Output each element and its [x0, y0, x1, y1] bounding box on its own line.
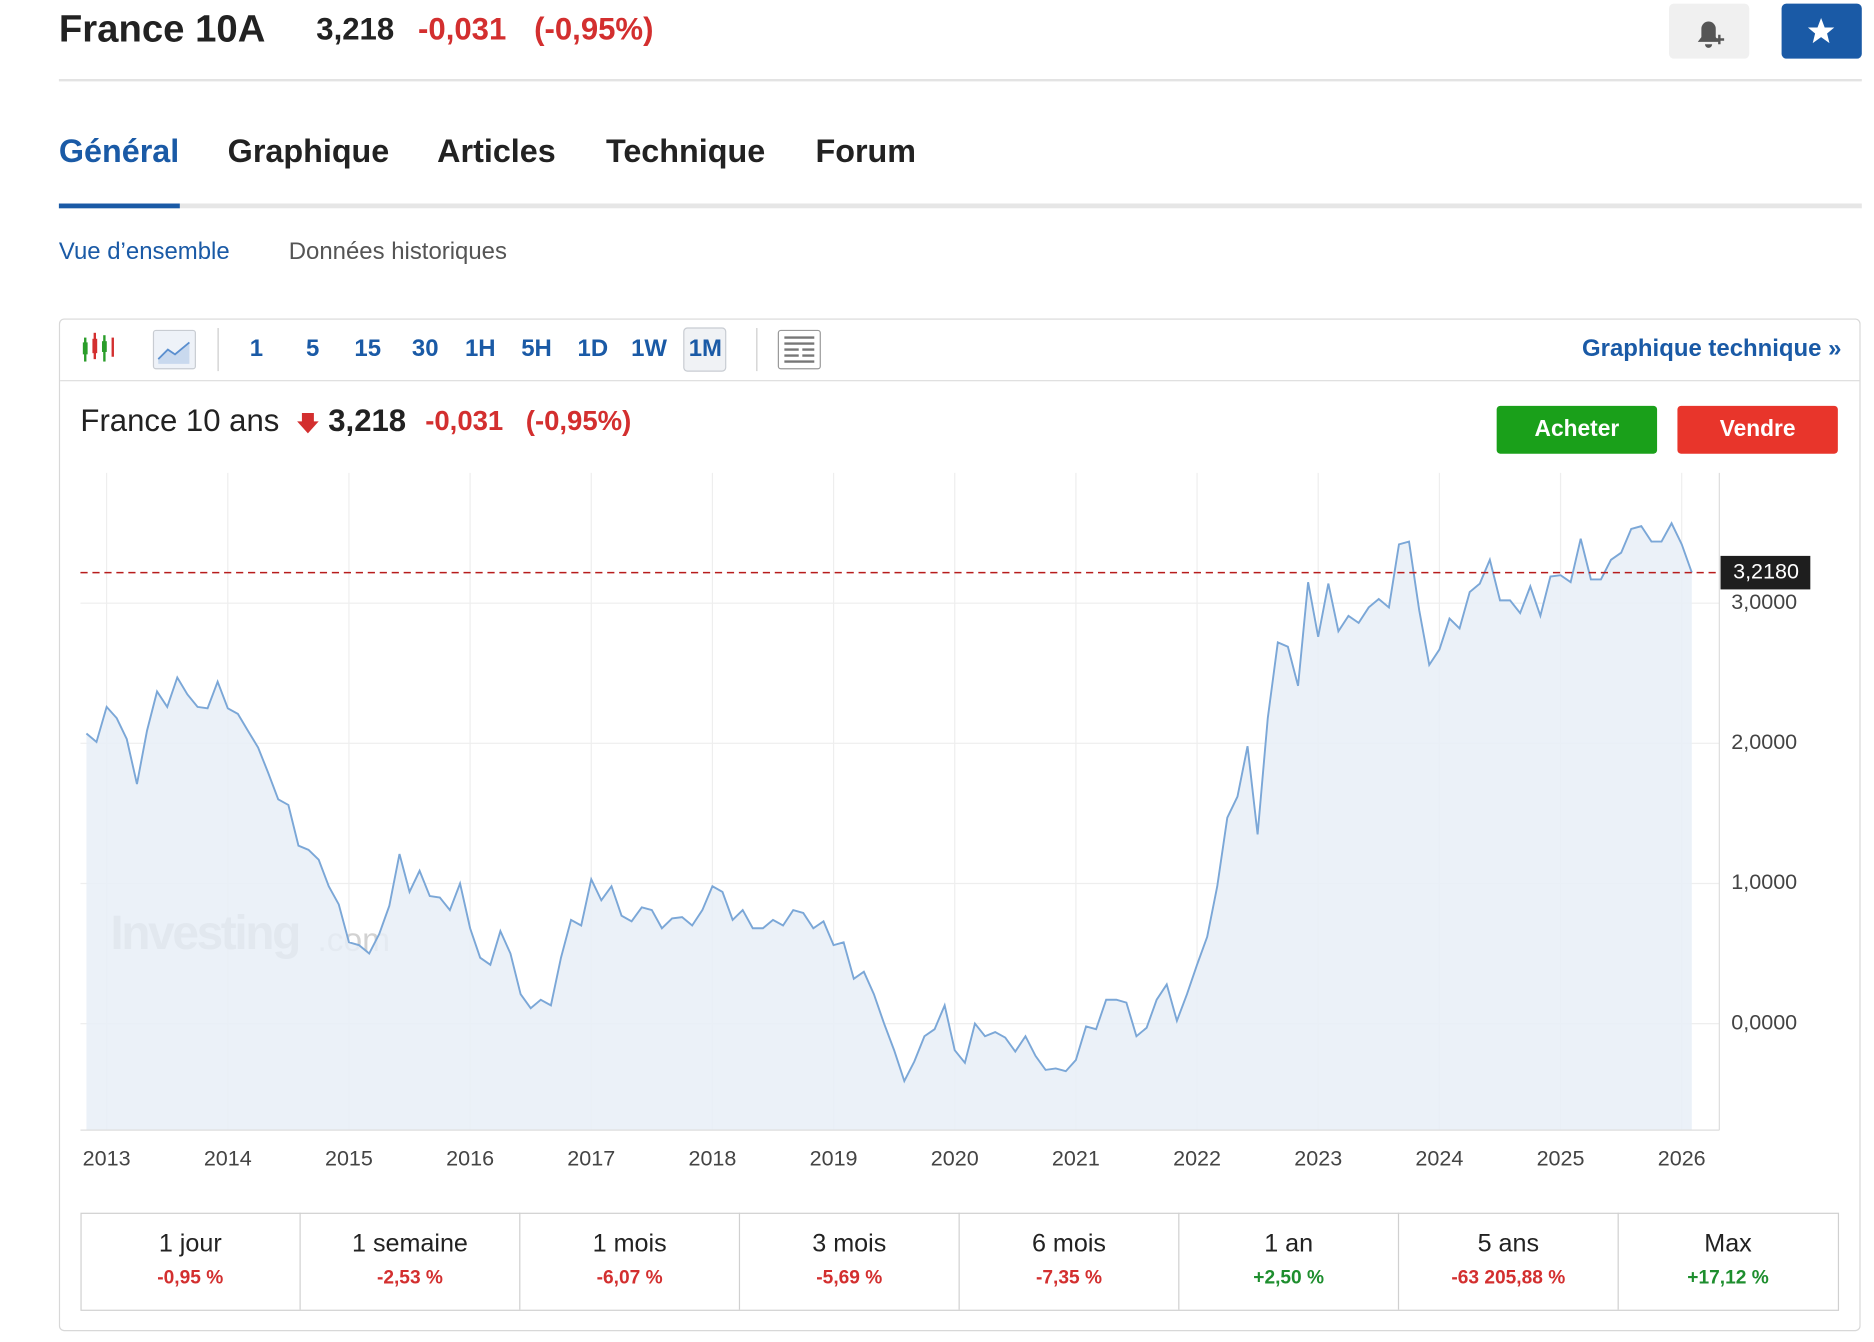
interval[interactable]: 1W: [631, 335, 667, 362]
x-tick-label: 2021: [1052, 1147, 1100, 1171]
perf-period: 3 mois: [812, 1230, 886, 1258]
buy-button[interactable]: Acheter: [1496, 405, 1658, 454]
down-arrow: [297, 413, 319, 434]
perf-period: 1 mois: [593, 1230, 667, 1258]
sell-button[interactable]: Vendre: [1677, 405, 1838, 454]
news-icon-lines: [784, 336, 815, 363]
candle-body: [82, 342, 88, 355]
perf-change: -2,53 %: [377, 1268, 443, 1289]
subtab[interactable]: Vue d’ensemble: [59, 238, 230, 265]
x-tick-label: 2015: [325, 1147, 373, 1171]
perf-change: -7,35 %: [1036, 1268, 1102, 1289]
x-tick-label: 2023: [1294, 1147, 1342, 1171]
interval[interactable]: 5: [306, 335, 319, 362]
x-tick-label: 2013: [83, 1147, 131, 1171]
perf-period: 5 ans: [1478, 1230, 1539, 1258]
tab[interactable]: Graphique: [228, 133, 390, 169]
sell-label: Vendre: [1720, 415, 1796, 441]
quote-price: 3,218: [328, 403, 406, 438]
quote-name: France 10 ans: [80, 403, 279, 438]
reference-label-bg: [1720, 555, 1811, 590]
area-icon-line: [157, 341, 190, 360]
line: [85, 521, 1693, 1084]
tab-underline: [58, 203, 180, 209]
area-icon[interactable]: [152, 329, 196, 370]
perf-period: 1 jour: [159, 1230, 222, 1258]
y-tick-label: 2,0000: [1731, 730, 1797, 754]
star-icon: [1807, 17, 1835, 44]
tab-track: [58, 203, 1862, 209]
x-tick-label: 2017: [567, 1147, 615, 1171]
sell-bg: [1677, 405, 1838, 454]
perf-period: 1 semaine: [352, 1230, 468, 1258]
candle-body: [101, 341, 107, 352]
change-pct: (-0,95%): [534, 11, 653, 46]
perf-period: Max: [1704, 1230, 1752, 1258]
buy-bg: [1496, 405, 1658, 454]
interval[interactable]: 1D: [578, 335, 609, 362]
y-tick-label: 1,0000: [1731, 870, 1797, 894]
instrument-name: France 10A: [59, 7, 265, 50]
perf-change: +2,50 %: [1253, 1268, 1324, 1289]
interval[interactable]: 30: [412, 335, 439, 362]
news-icon[interactable]: [777, 329, 821, 370]
technical-link[interactable]: Graphique technique »: [1582, 335, 1841, 362]
x-tick-label: 2020: [931, 1147, 979, 1171]
y-tick-label: 0,0000: [1731, 1010, 1797, 1034]
perf-change: -5,69 %: [816, 1268, 882, 1289]
change: -0,031: [418, 11, 506, 46]
buy-label: Acheter: [1535, 415, 1620, 441]
x-tick-label: 2019: [810, 1147, 858, 1171]
quote-change: -0,031: [425, 405, 503, 436]
reference-label: 3,2180: [1733, 559, 1799, 583]
plus-icon: [1714, 34, 1725, 45]
candle-icon[interactable]: [82, 332, 114, 362]
tab[interactable]: Technique: [606, 133, 765, 169]
candle-body: [92, 338, 98, 354]
x-tick-label: 2022: [1173, 1147, 1221, 1171]
interval[interactable]: 1M: [689, 335, 722, 362]
tab[interactable]: Général: [59, 133, 179, 169]
y-tick-label: 3,0000: [1731, 590, 1797, 614]
interval[interactable]: 1H: [465, 335, 496, 362]
interval[interactable]: 5H: [521, 335, 552, 362]
interval-selected: [683, 327, 727, 372]
x-tick-label: 2025: [1537, 1147, 1585, 1171]
x-tick-label: 2018: [688, 1147, 736, 1171]
price: 3,218: [316, 11, 394, 46]
x-tick-label: 2016: [446, 1147, 494, 1171]
perf-change: -6,07 %: [597, 1268, 663, 1289]
watchlist-button[interactable]: [1781, 3, 1862, 59]
x-tick-label: 2014: [204, 1147, 252, 1171]
interval[interactable]: 1: [250, 335, 263, 362]
tab[interactable]: Articles: [437, 133, 556, 169]
bell-icon: [1697, 21, 1720, 48]
alert-button[interactable]: [1669, 3, 1750, 59]
area: [86, 523, 1692, 1131]
perf-change: -63 205,88 %: [1451, 1268, 1565, 1289]
perf-period: 1 an: [1264, 1230, 1313, 1258]
area-icon-fill: [158, 342, 190, 364]
tab[interactable]: Forum: [815, 133, 916, 169]
news-icon-bg: [777, 329, 821, 370]
perf-period: 6 mois: [1032, 1230, 1106, 1258]
perf-change: -0,95 %: [157, 1268, 223, 1289]
perf-change: +17,12 %: [1687, 1268, 1768, 1289]
quote-change-pct: (-0,95%): [526, 405, 632, 436]
x-tick-label: 2026: [1658, 1147, 1706, 1171]
x-tick-label: 2024: [1415, 1147, 1463, 1171]
interval[interactable]: 15: [354, 335, 381, 362]
subtab[interactable]: Données historiques: [289, 238, 507, 265]
